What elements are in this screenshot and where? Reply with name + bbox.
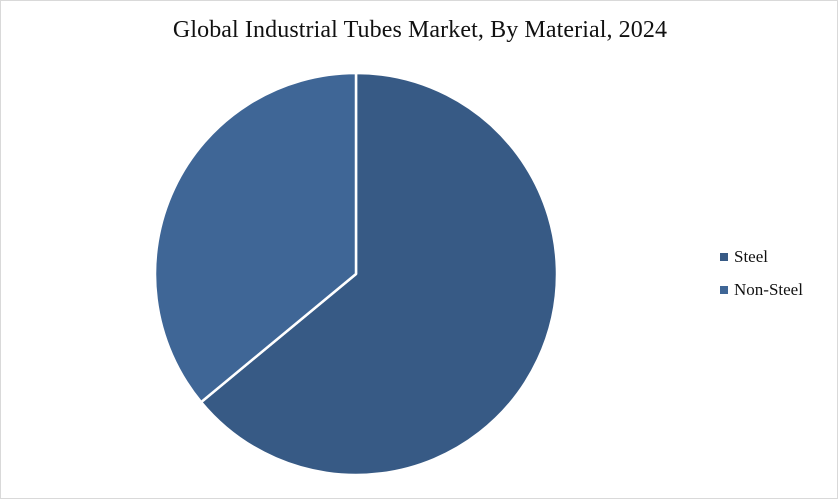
legend-item-steel: Steel [720,244,803,269]
pie-slice-non-steel [153,71,358,404]
legend-label-non-steel: Non-Steel [734,279,803,299]
legend-item-non-steel: Non-Steel [720,277,803,302]
legend-label-steel: Steel [734,246,768,266]
pie-slice-steel [199,71,559,477]
pie-slices [153,71,559,477]
legend-swatch-steel [720,252,728,261]
legend-swatch-non-steel [720,285,728,294]
chart-title: Global Industrial Tubes Market, By Mater… [172,17,668,43]
legend: Steel Non-Steel [720,244,803,310]
